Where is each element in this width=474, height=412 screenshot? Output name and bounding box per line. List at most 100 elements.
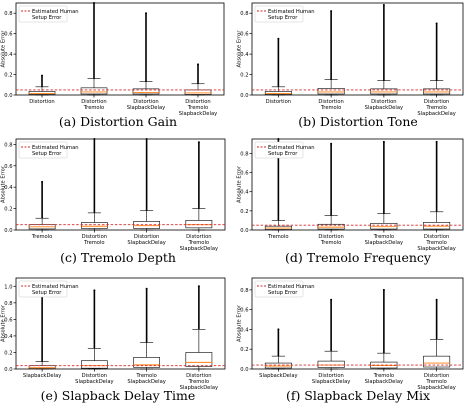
y-tick-label: 0.6 [240,32,248,38]
panel-caption: (a) Distortion Gain [59,114,177,129]
legend-frame [18,5,68,23]
iqr-box [80,87,108,95]
box-4 [423,22,451,96]
x-tick-label: Distortion [82,234,107,240]
y-tick-label: 0.6 [240,308,248,314]
y-tick-label: 0.2 [240,73,248,79]
outlier-point [277,37,280,40]
y-tick-label: 0.4 [240,52,249,58]
x-tick-label: Tremolo [267,234,288,240]
x-tick-label: SlapbackDelay [312,379,350,385]
box-3 [133,138,160,231]
x-tick-label: SlapbackDelay [365,240,403,246]
y-tick-label: 0.0 [240,93,248,99]
outlier-point [330,10,333,13]
x-tick-label: SlapbackDelay [417,111,455,117]
legend-label-line2: Setup Error [268,290,298,296]
x-tick-label: SlapbackDelay [417,385,455,391]
box-1 [28,295,56,370]
legend-label-line1: Estimated Human [32,9,79,15]
panel-caption: (b) Distortion Tone [298,114,418,129]
x-tick-label: Distortion [82,373,107,379]
box-4 [423,140,451,231]
x-tick-label: SlapbackDelay [75,379,113,385]
legend-label-line2: Setup Error [268,151,298,157]
iqr-box [185,352,213,367]
x-tick-label: SlapbackDelay [417,246,455,252]
x-tick-label: Tremolo [188,240,209,246]
iqr-box [81,360,108,369]
x-tick-label: Tremolo [425,240,446,246]
outlier-point [330,142,333,145]
y-tick-label: 0.4 [4,52,13,58]
iqr-box [81,222,108,229]
legend-label-line1: Estimated Human [268,284,315,290]
iqr-box [423,222,451,230]
iqr-box [264,91,292,95]
panel-caption: (d) Tremolo Frequency [285,250,432,265]
iqr-box [423,88,451,95]
y-tick-label: 0.0 [4,93,12,99]
panel-caption: (e) Slapback Delay Time [41,388,196,403]
x-tick-label: Distortion [424,99,449,105]
outlier-point [197,63,199,66]
y-tick-label: 0.6 [240,171,248,177]
x-tick-label: Tremolo [188,379,209,385]
box-1 [28,180,56,231]
y-tick-label: 0.2 [4,73,12,79]
x-tick-label: SlapbackDelay [23,373,61,379]
y-axis-label: Absolute Error [237,304,243,342]
x-tick-label: Distortion [424,234,449,240]
y-tick-label: 0.6 [4,317,12,323]
legend-frame [18,141,68,159]
iqr-box [317,88,345,95]
panel-caption: (f) Slapback Delay Mix [286,388,430,403]
legend-frame [254,5,304,23]
box-3 [370,4,398,96]
x-tick-label: Distortion [133,99,158,105]
x-tick-label: Distortion [266,99,291,105]
box-3 [370,288,398,370]
outlier-point [382,288,385,291]
outlier-point [197,285,200,288]
chart-panel-e: 0.0 0.2 0.4 0.6 0.8 1.0 Absolute Error Slapback… [1,277,226,391]
x-tick-label: SlapbackDelay [180,246,218,252]
y-tick-label: 1.0 [4,284,12,290]
y-tick-label: 0.4 [4,334,13,340]
x-tick-label: Tremolo [373,234,394,240]
y-tick-label: 0.0 [240,228,248,234]
box-3 [132,12,160,96]
x-tick-label: Tremolo [83,240,104,246]
x-tick-label: Distortion [81,99,106,105]
box-1 [264,37,292,96]
x-tick-label: Tremolo [135,373,156,379]
x-tick-label: Distortion [186,373,211,379]
outlier-point [93,2,95,4]
outlier-point [382,4,385,7]
box-4 [185,141,213,231]
legend-label-line1: Estimated Human [268,9,315,15]
x-tick-label: Tremolo [83,105,104,111]
outlier-point [435,298,438,301]
box-1 [28,74,56,96]
iqr-box [185,220,213,229]
box-3 [370,140,398,231]
panel-caption: (c) Tremolo Depth [60,250,176,265]
legend-label-line2: Setup Error [32,151,62,157]
legend-label-line2: Setup Error [32,15,62,21]
legend-label-line1: Estimated Human [32,284,79,290]
legend-label-line1: Estimated Human [268,145,315,151]
legend-label-line2: Setup Error [32,290,62,296]
outlier-point [330,298,333,301]
outlier-point [145,138,148,140]
y-tick-label: 0.4 [4,185,13,191]
legend-frame [254,280,304,298]
box-3 [133,287,160,370]
y-tick-label: 0.8 [4,142,12,148]
box-2 [317,10,345,96]
y-tick-label: 0.0 [4,367,12,373]
